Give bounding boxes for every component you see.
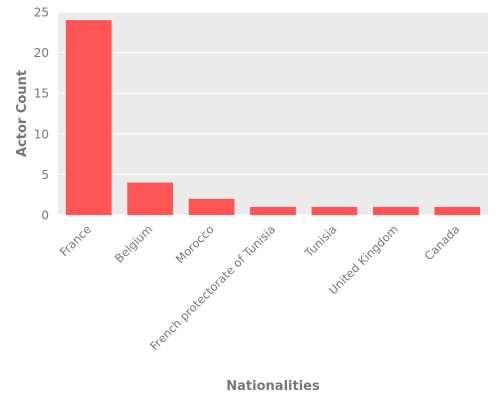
y-axis-label: Actor Count [15,70,30,157]
bar [127,182,174,215]
x-tick-label: Belgium [112,222,155,265]
x-tick-label: France [57,222,94,259]
bar [188,198,235,215]
y-tick-label: 20 [34,46,49,60]
x-tick-label: Tunisia [301,222,339,260]
y-tick-label: 5 [41,168,49,182]
bar [372,206,419,215]
bar [250,206,296,215]
bars [65,20,481,216]
x-axis-label: Nationalities [226,379,320,394]
bar [65,20,112,216]
y-tick-label: 25 [34,6,49,20]
y-axis-ticks: 0 5 10 15 20 25 [34,6,49,223]
x-tick-label: French protectorate of Tunisia [147,222,278,353]
y-tick-label: 10 [34,127,49,141]
plot-background [58,12,488,215]
y-tick-label: 0 [41,209,49,223]
x-tick-label: Canada [422,222,463,263]
y-tick-label: 15 [34,87,49,101]
bar [434,206,481,215]
bar [311,206,358,215]
x-tick-label: Morocco [173,222,217,266]
